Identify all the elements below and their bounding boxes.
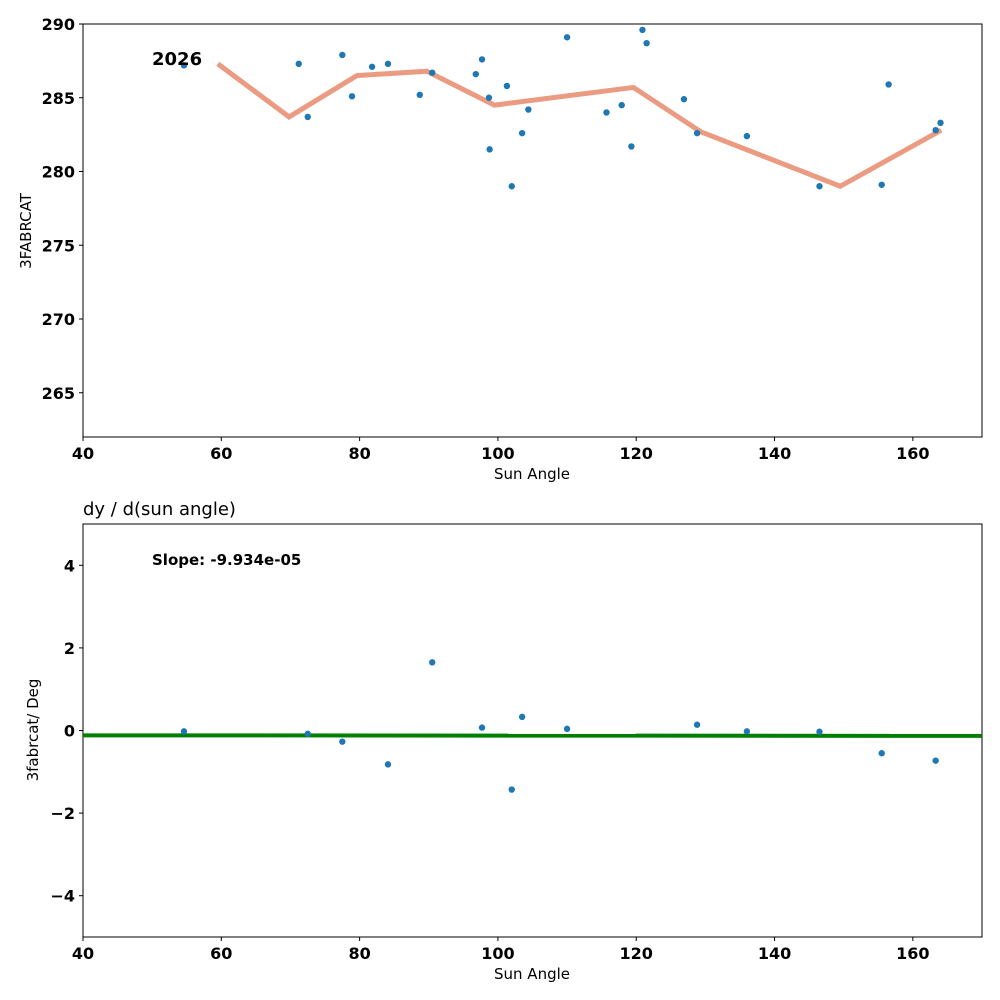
bottom-y-tick-label: 0 (64, 722, 75, 741)
top-data-point (478, 56, 486, 63)
top-panel: 40 60 80 100 120 140 160 265 270 275 280 285 290 20… (17, 15, 983, 483)
top-data-point (628, 143, 635, 150)
top-data-point (563, 34, 571, 41)
top-data-point (295, 60, 302, 68)
top-data-point (348, 93, 356, 100)
bottom-annotation: Slope: -9.934e-05 (152, 551, 301, 569)
top-data-point (339, 51, 346, 59)
bottom-y-tick-label: 2 (64, 639, 75, 658)
bottom-y-tick-label: 4 (64, 556, 75, 575)
top-data-point (472, 70, 479, 78)
top-y-tick-label: 265 (42, 384, 75, 403)
bottom-x-tick-label: 100 (481, 944, 514, 963)
top-smoothed-line (216, 61, 943, 190)
top-y-axis-label: 3FABRCAT (17, 192, 35, 269)
top-points-layer (180, 26, 944, 190)
top-data-point (503, 82, 511, 90)
bottom-data-point (932, 757, 939, 764)
bottom-x-ticks: 40 60 80 100 120 140 160 (72, 937, 930, 963)
top-y-ticks: 265 270 275 280 285 290 (42, 15, 83, 403)
bottom-title: dy / d(sun angle) (83, 499, 236, 520)
bottom-x-tick-label: 80 (348, 944, 370, 963)
top-data-point (603, 109, 610, 116)
bottom-x-tick-label: 120 (620, 944, 653, 963)
bottom-points-layer (180, 659, 939, 793)
top-x-tick-label: 100 (481, 444, 514, 463)
top-y-tick-label: 290 (42, 15, 75, 34)
top-y-tick-label: 275 (42, 236, 75, 255)
top-data-point (937, 119, 944, 127)
top-data-point (368, 63, 376, 70)
top-data-point (518, 129, 526, 137)
top-data-point (878, 181, 885, 188)
bottom-data-point (878, 750, 885, 757)
bottom-data-point (384, 761, 392, 768)
top-data-point (384, 60, 392, 68)
top-data-point (932, 127, 939, 134)
bottom-series-layer (82, 733, 983, 738)
bottom-data-point (304, 730, 311, 738)
top-data-point (639, 26, 646, 34)
top-data-point (693, 129, 701, 137)
top-data-point (618, 101, 625, 109)
top-data-point (816, 183, 823, 190)
top-data-point (680, 96, 688, 103)
bottom-y-ticks: −4 −2 0 2 4 (50, 556, 83, 906)
top-data-point (643, 39, 650, 47)
top-data-point (304, 113, 311, 121)
bottom-fit-line (82, 733, 983, 738)
top-data-point (180, 62, 188, 69)
top-data-point (525, 106, 532, 113)
top-data-point (416, 91, 423, 99)
bottom-y-axis-label: 3fabrcat/ Deg (24, 679, 42, 782)
bottom-data-point (743, 728, 751, 735)
top-x-tick-label: 120 (620, 444, 653, 463)
bottom-x-tick-label: 140 (758, 944, 791, 963)
top-data-point (508, 183, 515, 190)
bottom-x-tick-label: 60 (210, 944, 232, 963)
top-x-axis-label: Sun Angle (494, 465, 570, 483)
bottom-data-point (693, 721, 701, 728)
bottom-data-point (508, 786, 515, 793)
bottom-data-point (816, 728, 823, 735)
top-x-tick-label: 80 (348, 444, 370, 463)
bottom-data-point (478, 724, 486, 731)
bottom-data-point (429, 659, 436, 666)
bottom-y-tick-label: −4 (50, 887, 75, 906)
bottom-data-point (339, 738, 346, 745)
bottom-x-axis-label: Sun Angle (494, 965, 570, 983)
top-x-tick-label: 60 (210, 444, 232, 463)
bottom-data-point (518, 713, 526, 721)
top-x-tick-label: 160 (896, 444, 929, 463)
bottom-x-tick-label: 160 (896, 944, 929, 963)
top-x-tick-label: 140 (758, 444, 791, 463)
top-data-point (486, 146, 493, 153)
top-data-point (885, 81, 892, 88)
bottom-plot-frame (82, 523, 983, 938)
top-data-point (429, 69, 436, 76)
bottom-data-point (180, 728, 188, 735)
bottom-x-tick-label: 40 (72, 944, 94, 963)
top-x-ticks: 40 60 80 100 120 140 160 (72, 437, 930, 463)
top-y-tick-label: 280 (42, 163, 75, 182)
top-plot-frame (82, 23, 983, 438)
top-series-layer (216, 61, 943, 190)
bottom-y-tick-label: −2 (50, 804, 75, 823)
bottom-panel: dy / d(sun angle) 40 60 80 100 120 140 160 −4−… (24, 499, 983, 983)
top-y-tick-label: 270 (42, 310, 75, 329)
top-data-point (743, 132, 751, 140)
top-y-tick-label: 285 (42, 89, 75, 108)
bottom-data-point (563, 725, 571, 733)
top-x-tick-label: 40 (72, 444, 94, 463)
top-annotation: 2026 (152, 49, 202, 70)
top-data-point (485, 94, 493, 101)
